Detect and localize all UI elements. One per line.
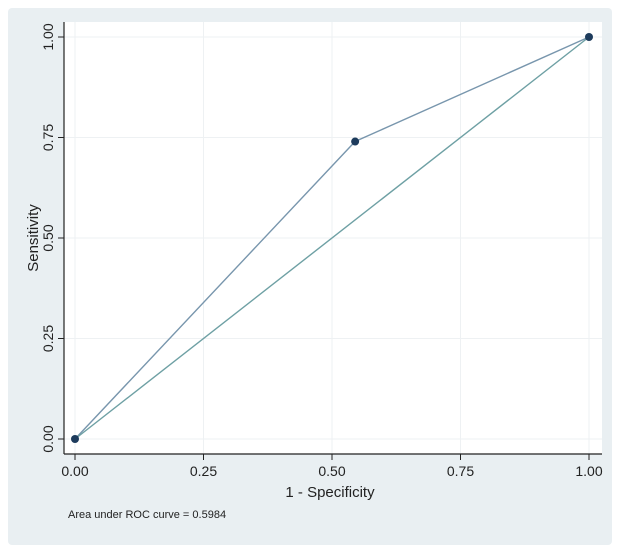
y-axis-label: Sensitivity [25, 204, 42, 272]
roc-point [351, 137, 360, 146]
x-axis-label: 1 - Specificity [285, 484, 375, 501]
x-tick-label: 0.50 [318, 463, 345, 479]
x-tick-label: 1.00 [575, 463, 602, 479]
x-tick-label: 0.25 [190, 463, 217, 479]
x-tick-label: 0.75 [447, 463, 474, 479]
y-tick-label: 1.00 [40, 23, 56, 50]
y-tick-label: 0.75 [40, 124, 56, 151]
y-tick-label: 0.00 [40, 425, 56, 452]
grid-lines [64, 22, 602, 454]
tick-labels: 0.00 0.25 0.50 0.75 1.00 0.00 0.25 0.50 0.75 1.00 [40, 23, 603, 479]
axes [58, 22, 602, 460]
series-layer [71, 33, 593, 443]
roc-point [71, 435, 79, 443]
reference-line [74, 36, 590, 440]
auc-annotation: Area under ROC curve = 0.5984 [68, 509, 226, 521]
x-tick-label: 0.00 [61, 463, 88, 479]
y-tick-label: 0.50 [40, 224, 56, 251]
roc-point [585, 33, 593, 41]
y-tick-label: 0.25 [40, 325, 56, 352]
